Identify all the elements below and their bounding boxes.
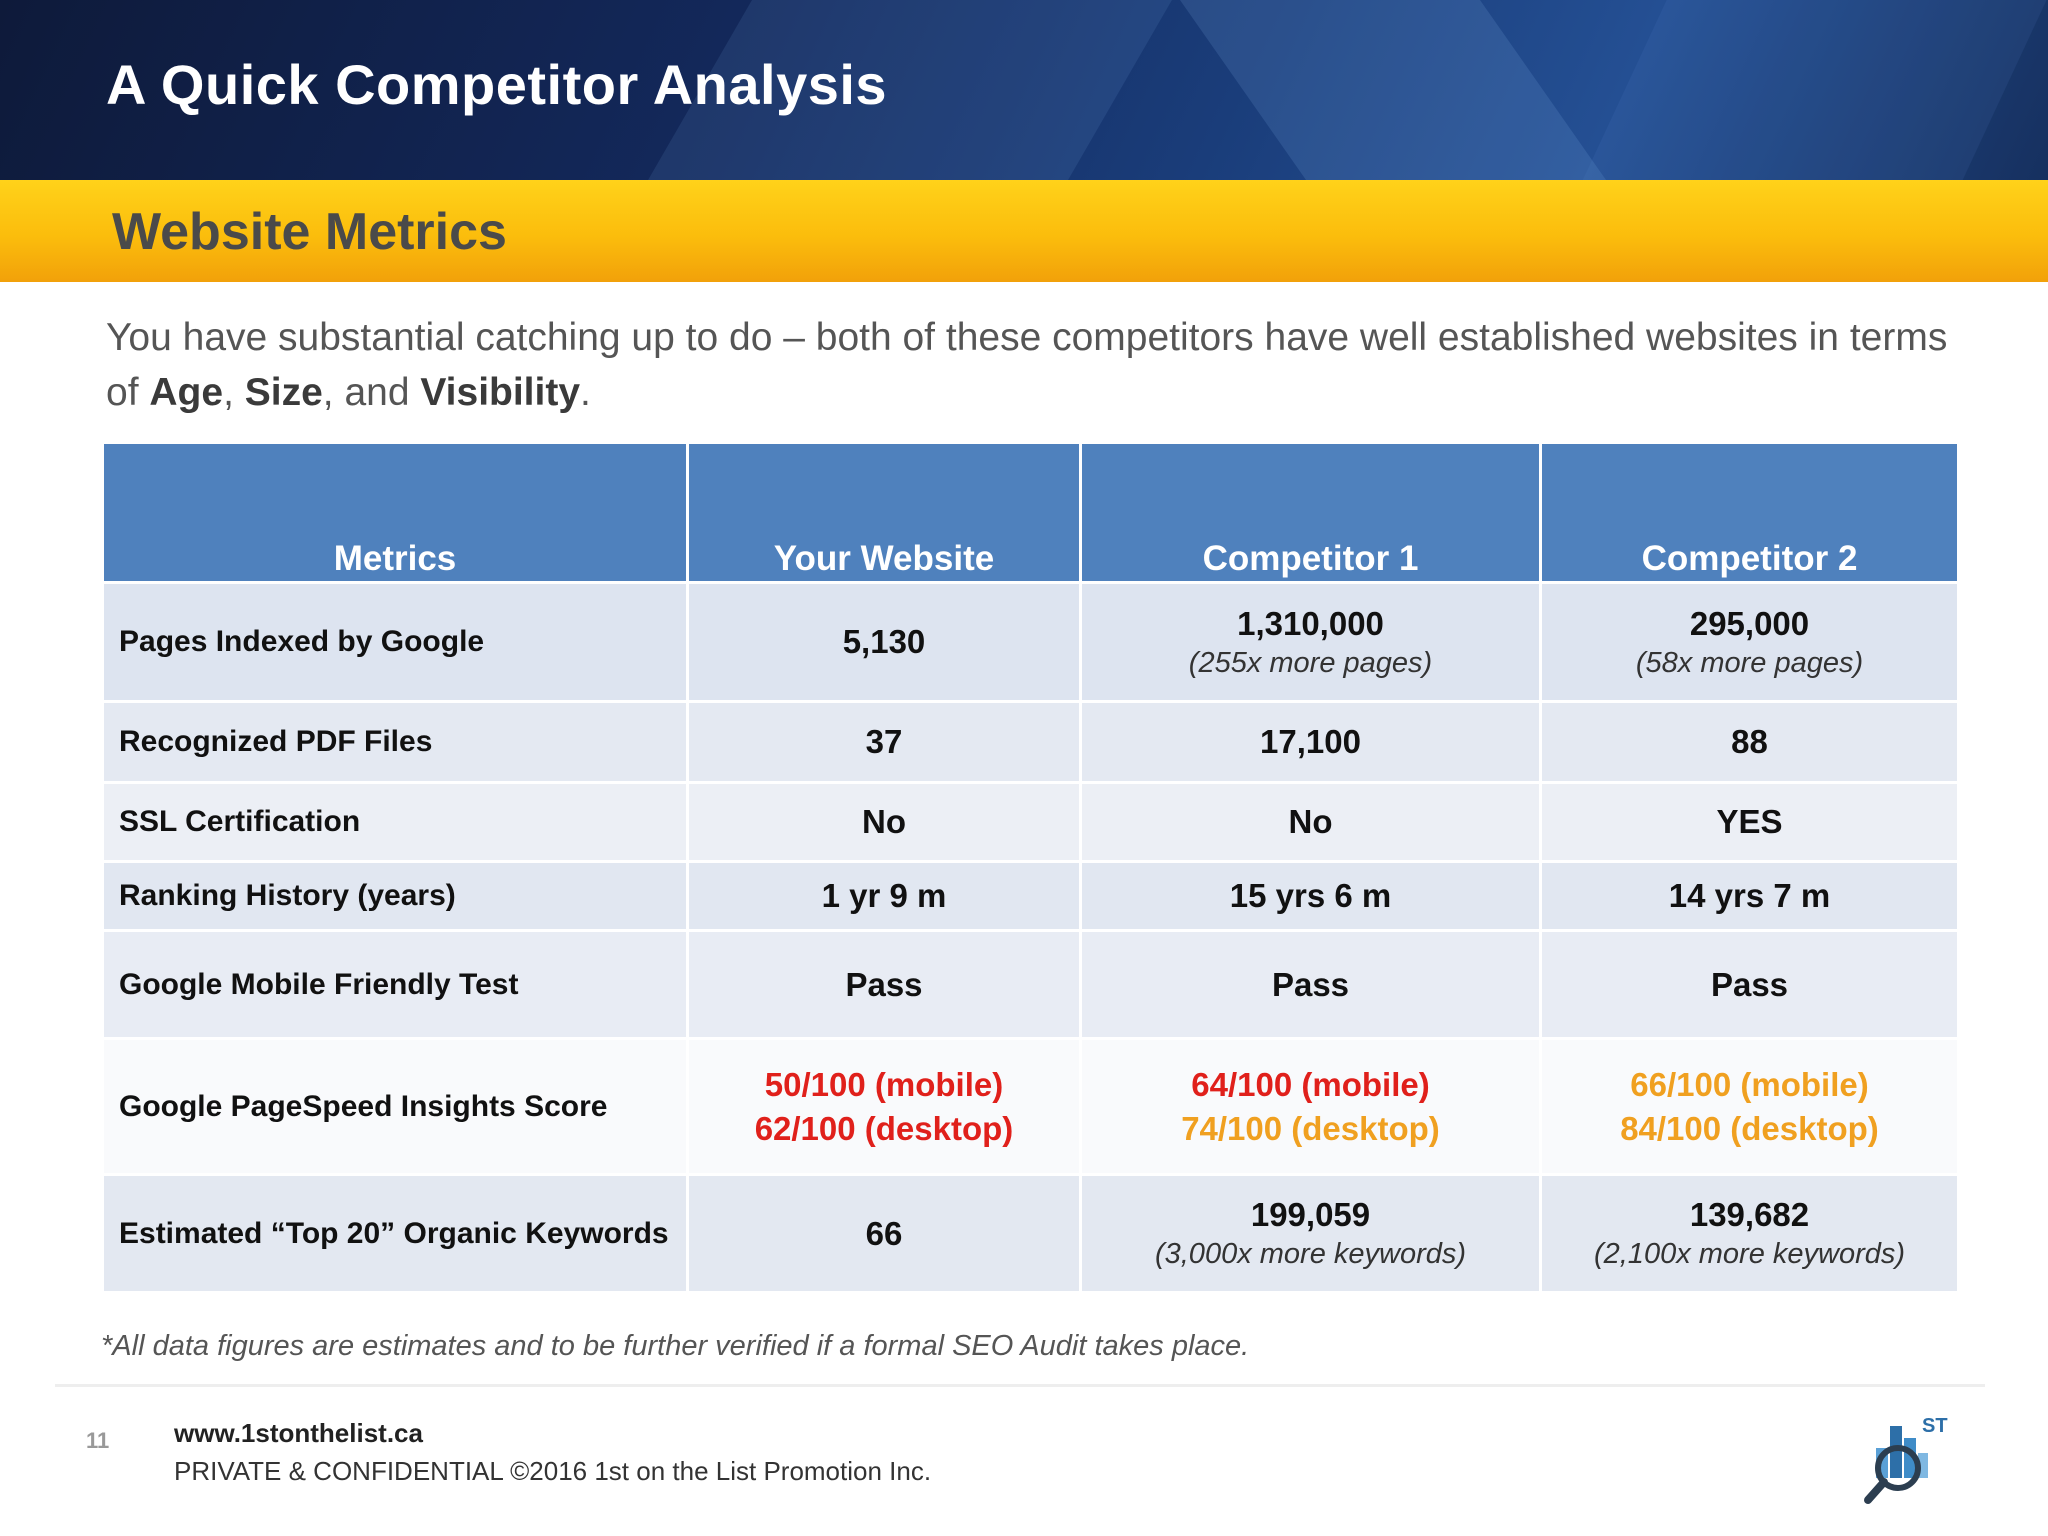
intro-separator: , and xyxy=(322,371,421,414)
footnote: *All data figures are estimates and to b… xyxy=(101,1330,1250,1362)
magnifier-handle xyxy=(1864,1478,1888,1504)
cell-note: (255x more pages) xyxy=(1188,646,1433,679)
cell-value: Pass xyxy=(1539,929,1960,1040)
table-row: Ranking History (years) 1 yr 9 m 15 yrs … xyxy=(101,860,1960,932)
magnifier-icon xyxy=(1875,1445,1921,1491)
intro-paragraph: You have substantial catching up to do –… xyxy=(106,310,1966,420)
logo-text: ST xyxy=(1922,1415,1948,1437)
column-header-competitor-2: Competitor 2 xyxy=(1539,441,1960,584)
cell-note: (3,000x more keywords) xyxy=(1154,1238,1467,1270)
score-mobile: 50/100 (mobile) xyxy=(764,1065,1004,1103)
table-row: SSL Certification No No YES xyxy=(101,781,1960,863)
cell-value: 139,682 (2,100x more keywords) xyxy=(1539,1173,1960,1294)
footer-website: www.1stonthelist.ca xyxy=(174,1418,423,1448)
metric-label: Pages Indexed by Google xyxy=(101,581,689,703)
metric-label: Estimated “Top 20” Organic Keywords xyxy=(101,1173,689,1294)
cell-value: 37 xyxy=(686,700,1082,784)
metric-label: Recognized PDF Files xyxy=(101,700,689,784)
table-row: Pages Indexed by Google 5,130 1,310,000 (… xyxy=(101,581,1960,703)
footer-confidential: PRIVATE & CONFIDENTIAL ©2016 1st on the … xyxy=(174,1456,932,1486)
cell-value: 66/100 (mobile) 84/100 (desktop) xyxy=(1539,1037,1960,1176)
company-logo: ST xyxy=(1864,1415,1948,1504)
metric-label: Google PageSpeed Insights Score xyxy=(101,1037,689,1176)
cell-value: 199,059 (3,000x more keywords) xyxy=(1079,1173,1542,1294)
cell-main: 5,130 xyxy=(842,623,926,660)
logo-bar xyxy=(1890,1426,1902,1478)
cell-value: 88 xyxy=(1539,700,1960,784)
cell-value: No xyxy=(1079,781,1542,863)
section-title: Website Metrics xyxy=(112,203,507,261)
score-desktop: 62/100 (desktop) xyxy=(754,1109,1014,1147)
intro-text: You have substantial catching up to do –… xyxy=(106,316,1948,414)
table-header-row: Metrics Your Website Competitor 1 Compet… xyxy=(101,441,1960,584)
cell-main: 295,000 xyxy=(1689,604,1810,642)
cell-value: Pass xyxy=(686,929,1082,1040)
cell-value: YES xyxy=(1539,781,1960,863)
table-row: Google PageSpeed Insights Score 50/100 (… xyxy=(101,1037,1960,1176)
metric-label: Google Mobile Friendly Test xyxy=(101,929,689,1040)
score-desktop: 74/100 (desktop) xyxy=(1181,1109,1440,1147)
column-header-your-website: Your Website xyxy=(686,441,1082,584)
metric-label: SSL Certification xyxy=(101,781,689,863)
cell-value: 14 yrs 7 m xyxy=(1539,860,1960,932)
cell-value: 15 yrs 6 m xyxy=(1079,860,1542,932)
cell-main: 66 xyxy=(865,1214,903,1252)
cell-value: 50/100 (mobile) 62/100 (desktop) xyxy=(686,1037,1082,1176)
intro-period: . xyxy=(580,371,591,414)
cell-main: 199,059 xyxy=(1250,1196,1371,1233)
banner-decoration xyxy=(1559,0,2048,180)
table-row: Google Mobile Friendly Test Pass Pass Pa… xyxy=(101,929,1960,1040)
intro-age: Age xyxy=(149,371,224,414)
intro-separator: , xyxy=(223,371,245,414)
cell-value: 1,310,000 (255x more pages) xyxy=(1079,581,1542,703)
score-mobile: 64/100 (mobile) xyxy=(1191,1065,1430,1103)
intro-visibility: Visibility xyxy=(420,371,581,414)
metric-label: Ranking History (years) xyxy=(101,860,689,932)
cell-value: 295,000 (58x more pages) xyxy=(1539,581,1960,703)
cell-value: 17,100 xyxy=(1079,700,1542,784)
metrics-table: Metrics Your Website Competitor 1 Compet… xyxy=(101,441,1960,1294)
title-banner: A Quick Competitor Analysis xyxy=(0,0,2048,180)
score-mobile: 66/100 (mobile) xyxy=(1630,1065,1869,1103)
footer-divider xyxy=(55,1384,1985,1387)
cell-note: (2,100x more keywords) xyxy=(1593,1238,1906,1270)
table-row: Estimated “Top 20” Organic Keywords 66 1… xyxy=(101,1173,1960,1294)
cell-value: No xyxy=(686,781,1082,863)
column-header-metrics: Metrics xyxy=(101,441,689,584)
cell-note: (58x more pages) xyxy=(1635,646,1864,679)
cell-value: 1 yr 9 m xyxy=(686,860,1082,932)
cell-main: 139,682 xyxy=(1689,1196,1810,1233)
banner-decoration xyxy=(1165,0,1635,180)
page-title: A Quick Competitor Analysis xyxy=(106,53,888,116)
cell-value: Pass xyxy=(1079,929,1542,1040)
cell-value: 64/100 (mobile) 74/100 (desktop) xyxy=(1079,1037,1542,1176)
table-row: Recognized PDF Files 37 17,100 88 xyxy=(101,700,1960,784)
cell-value: 66 xyxy=(686,1173,1082,1294)
logo-bar xyxy=(1918,1453,1928,1478)
score-desktop: 84/100 (desktop) xyxy=(1620,1109,1879,1147)
page-number: 11 xyxy=(86,1428,110,1453)
section-bar: Website Metrics xyxy=(0,180,2048,282)
cell-main: 1,310,000 xyxy=(1237,604,1384,642)
cell-value: 5,130 xyxy=(686,581,1082,703)
column-header-competitor-1: Competitor 1 xyxy=(1079,441,1542,584)
intro-size: Size xyxy=(244,371,323,414)
